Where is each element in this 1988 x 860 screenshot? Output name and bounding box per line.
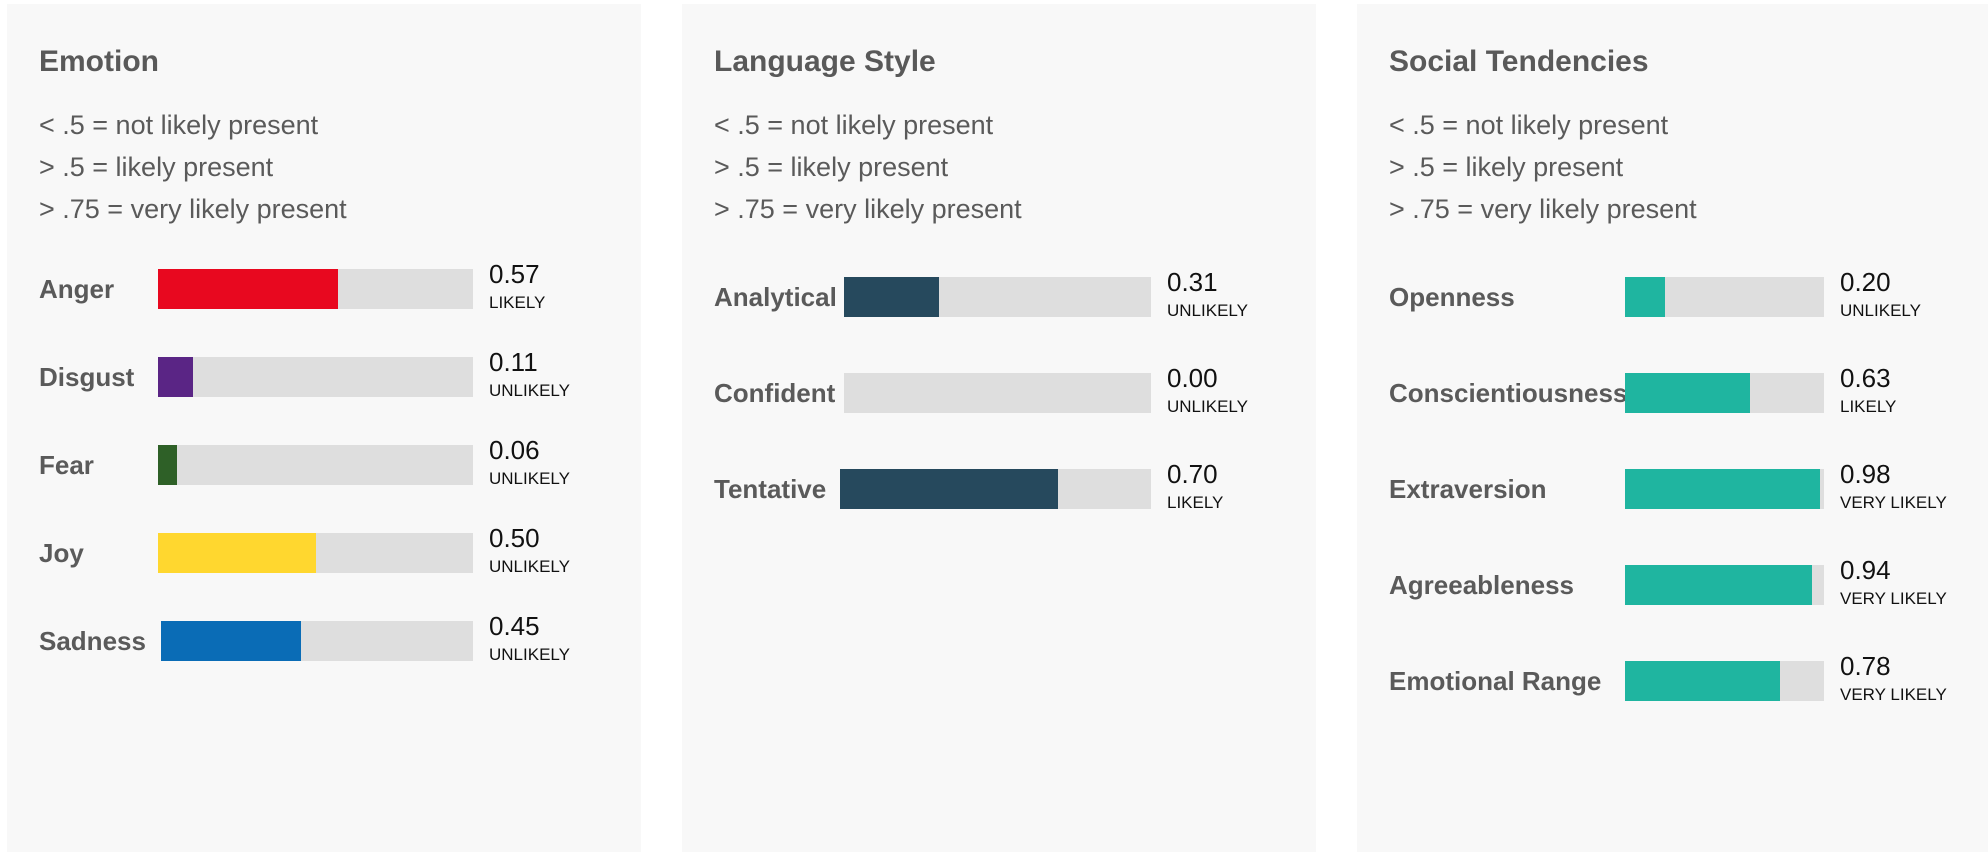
social-tendencies-panel: Social Tendencies < .5 = not likely pres…: [1357, 4, 1988, 852]
likelihood-label: VERY LIKELY: [1840, 493, 1947, 512]
score-row-joy: Joy 0.50 UNLIKELY: [7, 513, 641, 593]
likelihood-label: UNLIKELY: [489, 645, 570, 664]
likelihood-label: UNLIKELY: [1167, 397, 1248, 416]
legend-item: < .5 = not likely present: [1389, 110, 1669, 140]
panel-title: Social Tendencies: [1389, 45, 1649, 78]
emotion-panel: Emotion < .5 = not likely present > .5 =…: [7, 4, 641, 852]
legend-item: > .75 = very likely present: [1389, 194, 1697, 224]
likelihood-label: VERY LIKELY: [1840, 685, 1947, 704]
likelihood-label: UNLIKELY: [1840, 301, 1921, 320]
panel-title: Language Style: [714, 45, 936, 78]
score-value: 0.78: [1840, 651, 1891, 681]
legend-item: > .75 = very likely present: [39, 194, 347, 224]
score-row-fear: Fear 0.06 UNLIKELY: [7, 425, 641, 505]
score-bar-fill: [158, 533, 316, 573]
score-value: 0.70: [1167, 459, 1218, 489]
score-bar-track: [1625, 373, 1824, 413]
likelihood-label: UNLIKELY: [489, 469, 570, 488]
score-value: 0.11: [489, 347, 538, 377]
score-label: Analytical: [714, 282, 837, 312]
likelihood-label: LIKELY: [1840, 397, 1897, 416]
score-label: Openness: [1389, 282, 1515, 312]
score-value: 0.20: [1840, 267, 1891, 297]
score-bar-fill: [1625, 469, 1821, 509]
legend-item: < .5 = not likely present: [714, 110, 994, 140]
score-bar-track: [161, 621, 473, 661]
score-row-anger: Anger 0.57 LIKELY: [7, 249, 641, 329]
likelihood-label: UNLIKELY: [1167, 301, 1248, 320]
score-label: Agreeableness: [1389, 570, 1574, 600]
score-bar-fill: [158, 269, 338, 309]
score-row-analytical: Analytical 0.31 UNLIKELY: [682, 257, 1316, 337]
score-label: Joy: [39, 538, 84, 568]
score-value: 0.57: [489, 259, 540, 289]
legend-item: > .5 = likely present: [714, 152, 949, 182]
score-label: Extraversion: [1389, 474, 1547, 504]
score-label: Disgust: [39, 362, 135, 392]
score-label: Emotional Range: [1389, 666, 1602, 696]
score-bar-fill: [1625, 565, 1813, 605]
likelihood-label: LIKELY: [1167, 493, 1224, 512]
score-value: 0.06: [489, 435, 540, 465]
legend-item: > .75 = very likely present: [714, 194, 1022, 224]
score-row-sadness: Sadness 0.45 UNLIKELY: [7, 601, 641, 681]
likelihood-label: VERY LIKELY: [1840, 589, 1947, 608]
score-bar-track: [158, 357, 473, 397]
score-value: 0.31: [1167, 267, 1218, 297]
score-bar-fill: [1625, 373, 1751, 413]
score-bar-track: [844, 373, 1151, 413]
score-bar-track: [1625, 469, 1824, 509]
score-bar-track: [1625, 565, 1824, 605]
legend-item: > .5 = likely present: [1389, 152, 1624, 182]
score-row-openness: Openness 0.20 UNLIKELY: [1357, 257, 1988, 337]
score-value: 0.45: [489, 611, 540, 641]
score-label: Anger: [39, 274, 115, 304]
score-bar-track: [158, 445, 473, 485]
score-label: Confident: [714, 378, 836, 408]
score-row-conscientiousness: Conscientiousness 0.63 LIKELY: [1357, 353, 1988, 433]
panel-title: Emotion: [39, 45, 159, 78]
score-label: Sadness: [39, 626, 146, 656]
score-label: Fear: [39, 450, 94, 480]
legend: < .5 = not likely present > .5 = likely …: [1389, 104, 1697, 230]
legend: < .5 = not likely present > .5 = likely …: [39, 104, 347, 230]
score-value: 0.94: [1840, 555, 1891, 585]
score-bar-track: [158, 269, 473, 309]
score-row-extraversion: Extraversion 0.98 VERY LIKELY: [1357, 449, 1988, 529]
score-bar-fill: [158, 445, 177, 485]
score-bar-track: [1625, 277, 1824, 317]
score-value: 0.00: [1167, 363, 1218, 393]
likelihood-label: UNLIKELY: [489, 557, 570, 576]
score-bar-track: [844, 277, 1151, 317]
score-bar-fill: [1625, 661, 1781, 701]
score-label: Conscientiousness: [1389, 378, 1628, 408]
legend-item: < .5 = not likely present: [39, 110, 319, 140]
score-value: 0.63: [1840, 363, 1891, 393]
score-row-agreeableness: Agreeableness 0.94 VERY LIKELY: [1357, 545, 1988, 625]
score-label: Tentative: [714, 474, 827, 504]
score-bar-fill: [158, 357, 193, 397]
score-value: 0.98: [1840, 459, 1891, 489]
score-row-confident: Confident 0.00 UNLIKELY: [682, 353, 1316, 433]
score-bar-fill: [161, 621, 302, 661]
language-style-panel: Language Style < .5 = not likely present…: [682, 4, 1316, 852]
score-row-tentative: Tentative 0.70 LIKELY: [682, 449, 1316, 529]
score-row-disgust: Disgust 0.11 UNLIKELY: [7, 337, 641, 417]
score-bar-fill: [844, 277, 940, 317]
likelihood-label: LIKELY: [489, 293, 546, 312]
score-bar-fill: [1625, 277, 1665, 317]
score-bar-track: [840, 469, 1151, 509]
legend: < .5 = not likely present > .5 = likely …: [714, 104, 1022, 230]
score-bar-track: [1625, 661, 1824, 701]
score-bar-fill: [840, 469, 1058, 509]
likelihood-label: UNLIKELY: [489, 381, 570, 400]
score-row-emotional-range: Emotional Range 0.78 VERY LIKELY: [1357, 641, 1988, 721]
score-value: 0.50: [489, 523, 540, 553]
score-bar-track: [158, 533, 473, 573]
legend-item: > .5 = likely present: [39, 152, 274, 182]
